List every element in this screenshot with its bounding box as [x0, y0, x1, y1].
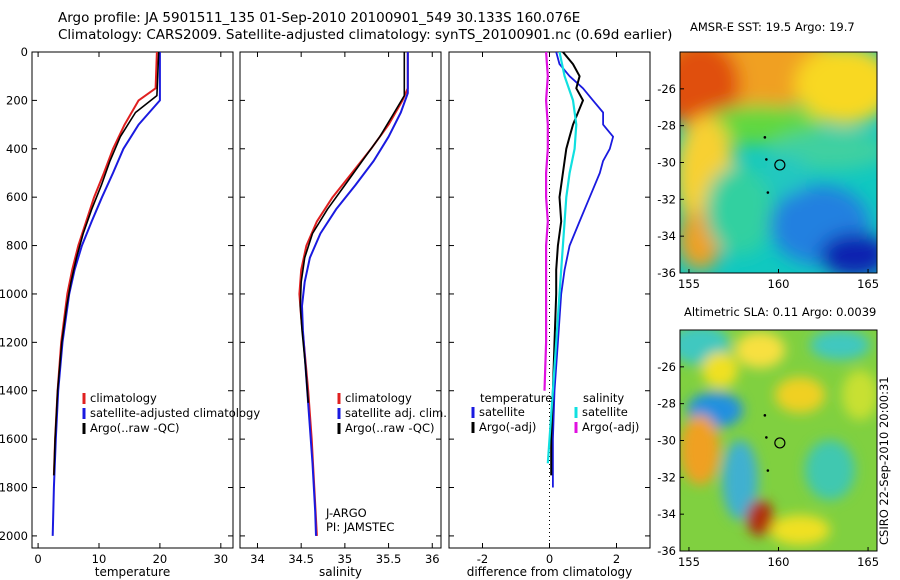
- map-1-xtick-label: 165: [857, 277, 879, 291]
- panel-1-xtick-label: 10: [92, 552, 107, 566]
- map-2-ytick-label: -36: [657, 544, 676, 558]
- map-1-ytick-label: -32: [657, 192, 676, 206]
- sst-map-title: AMSR-E SST: 19.5 Argo: 19.7: [690, 20, 855, 34]
- panel-3-xlabel: difference from climatology: [467, 565, 633, 579]
- panel-3-series-group: [543, 52, 614, 488]
- panel-2-xtick-label: 35.5: [376, 552, 402, 566]
- map-2-track-dot: [766, 469, 770, 472]
- temp-legend-argo-label: Argo(..raw -QC): [90, 421, 180, 435]
- series-line-2-2: [301, 52, 409, 536]
- panel-1-xtick-label: 20: [153, 552, 168, 566]
- figure-title-line-2: Climatology: CARS2009. Satellite-adjuste…: [58, 27, 673, 43]
- series-line-3-2: [550, 52, 584, 476]
- map-1-ytick-label: -28: [657, 119, 676, 133]
- sal-legend-climatology-label: climatology: [345, 391, 412, 405]
- diff-legend-sal-satellite-label: satellite: [582, 405, 628, 419]
- map-2-xtick-label: 160: [768, 555, 790, 569]
- diff-legend-temperature-header: temperature: [480, 391, 552, 405]
- panel-1-series-group: [51, 52, 161, 536]
- map-1-xtick-label: 160: [768, 277, 790, 291]
- depth-tick-label: 1200: [0, 335, 28, 349]
- figure-title-line-1: Argo profile: JA 5901511_135 01-Sep-2010…: [58, 10, 581, 26]
- depth-tick-label: 200: [6, 93, 28, 107]
- diff-legend-salinity-header: salinity: [583, 391, 624, 405]
- panel-3-xtick-label: 0: [546, 552, 553, 566]
- depth-tick-label: 400: [6, 142, 28, 156]
- sla-map-field: [680, 330, 877, 551]
- sal-legend-argo-label: Argo(..raw -QC): [345, 421, 435, 435]
- map-1-track-dot: [766, 191, 770, 194]
- map-2-xtick-label: 155: [678, 555, 700, 569]
- map-2-ytick-label: -34: [657, 507, 676, 521]
- depth-tick-label: 2000: [0, 529, 28, 543]
- panel-3-xtick-label: 2: [613, 552, 620, 566]
- map-1-ytick-label: -34: [657, 229, 676, 243]
- map-2-profile-marker: [774, 437, 786, 449]
- panel-2-frame: [239, 51, 442, 549]
- panel-2-xlabel: salinity: [319, 565, 362, 579]
- sla-map-title: Altimetric SLA: 0.11 Argo: 0.0039: [684, 305, 877, 319]
- depth-tick-label: 1400: [0, 384, 28, 398]
- pi-label: PI: JAMSTEC: [326, 520, 394, 534]
- map-2-ytick-label: -26: [657, 360, 676, 374]
- depth-tick-label: 1000: [0, 287, 28, 301]
- panel-2-series-group: [298, 52, 409, 536]
- depth-tick-label: 600: [6, 190, 28, 204]
- panel-1-xtick-label: 0: [34, 552, 41, 566]
- panel-2-xtick-label: 34: [250, 552, 265, 566]
- map-1-track-dot: [763, 136, 767, 139]
- map-2-xtick-label: 165: [857, 555, 879, 569]
- map-1-profile-marker: [774, 159, 786, 171]
- diff-legend-sal-argo-label: Argo(-adj): [582, 420, 639, 434]
- temp-legend-satellite-label: satellite-adjusted climatology: [90, 406, 260, 420]
- map-1-xtick-label: 155: [678, 277, 700, 291]
- map-1-ytick-label: -30: [657, 156, 676, 170]
- panel-2-xtick-label: 36: [425, 552, 440, 566]
- sal-legend-satellite-label: satellite adj. clim.: [345, 406, 447, 420]
- depth-tick-label: 1600: [0, 432, 28, 446]
- map-1-track-dot: [765, 158, 768, 161]
- map-2-track-dot: [765, 436, 768, 439]
- map-2-ytick-label: -28: [657, 397, 676, 411]
- float-program-label: J-ARGO: [325, 506, 367, 520]
- map-1-ytick-label: -26: [657, 82, 676, 96]
- panel-1-xlabel: temperature: [95, 565, 170, 579]
- map-1-ytick-label: -36: [657, 266, 676, 280]
- diff-legend-temp-satellite-label: satellite: [479, 405, 525, 419]
- depth-tick-label: 800: [6, 239, 28, 253]
- panel-1-xtick-label: 30: [213, 552, 228, 566]
- panel-2-xtick-label: 34.5: [288, 552, 314, 566]
- panel-2-xtick-label: 35: [338, 552, 353, 566]
- series-line-3-1: [552, 52, 614, 488]
- depth-tick-label: 0: [21, 45, 28, 59]
- series-line-3-3: [546, 52, 578, 464]
- depth-tick-label: 1800: [0, 481, 28, 495]
- series-line-1-3: [53, 52, 160, 476]
- panel-3-xtick-label: -2: [477, 552, 488, 566]
- series-line-3-4: [543, 52, 549, 391]
- map-2-track-dot: [763, 414, 767, 417]
- sst-map-field: [680, 52, 877, 273]
- series-line-2-3: [299, 52, 406, 403]
- diff-legend-temp-argo-label: Argo(-adj): [479, 420, 536, 434]
- map-2-ytick-label: -32: [657, 470, 676, 484]
- panel-1-frame: [31, 51, 234, 549]
- temp-legend-climatology-label: climatology: [90, 391, 157, 405]
- map-2-ytick-label: -30: [657, 434, 676, 448]
